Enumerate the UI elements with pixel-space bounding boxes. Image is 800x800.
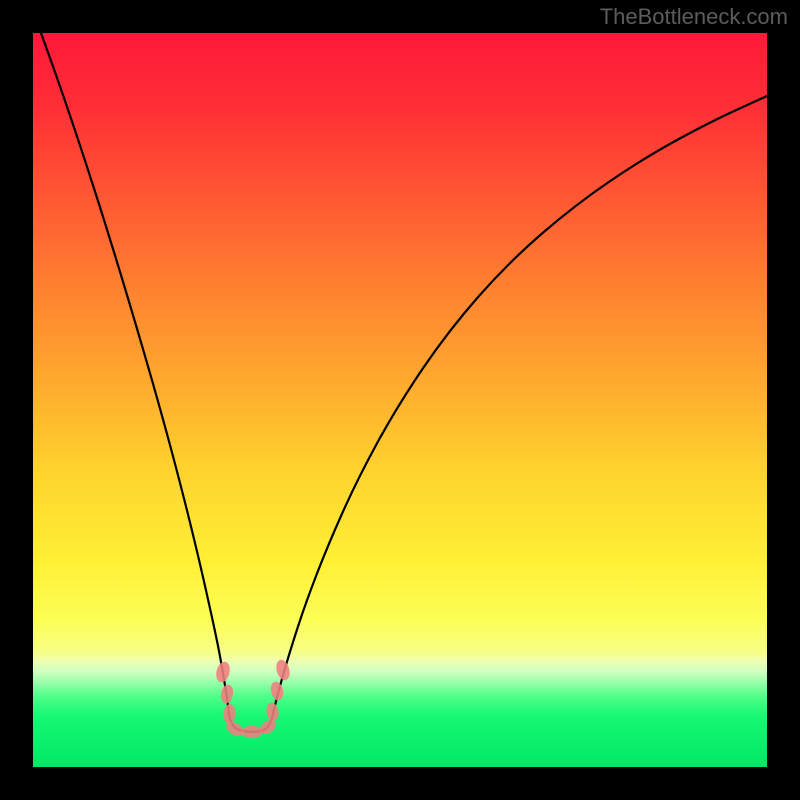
bottleneck-curve-chart [0, 0, 800, 800]
chart-frame: TheBottleneck.com [0, 0, 800, 800]
watermark-text: TheBottleneck.com [600, 4, 788, 30]
